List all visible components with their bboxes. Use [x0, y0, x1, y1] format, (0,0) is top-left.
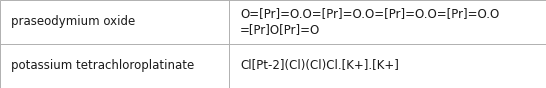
Text: potassium tetrachloroplatinate: potassium tetrachloroplatinate — [11, 59, 194, 72]
Text: Cl[Pt-2](Cl)(Cl)Cl.[K+].[K+]: Cl[Pt-2](Cl)(Cl)Cl.[K+].[K+] — [240, 59, 399, 72]
Text: O=[Pr]=O.O=[Pr]=O.O=[Pr]=O.O=[Pr]=O.O
=[Pr]O[Pr]=O: O=[Pr]=O.O=[Pr]=O.O=[Pr]=O.O=[Pr]=O.O =[… — [240, 7, 500, 36]
Text: praseodymium oxide: praseodymium oxide — [11, 15, 135, 28]
